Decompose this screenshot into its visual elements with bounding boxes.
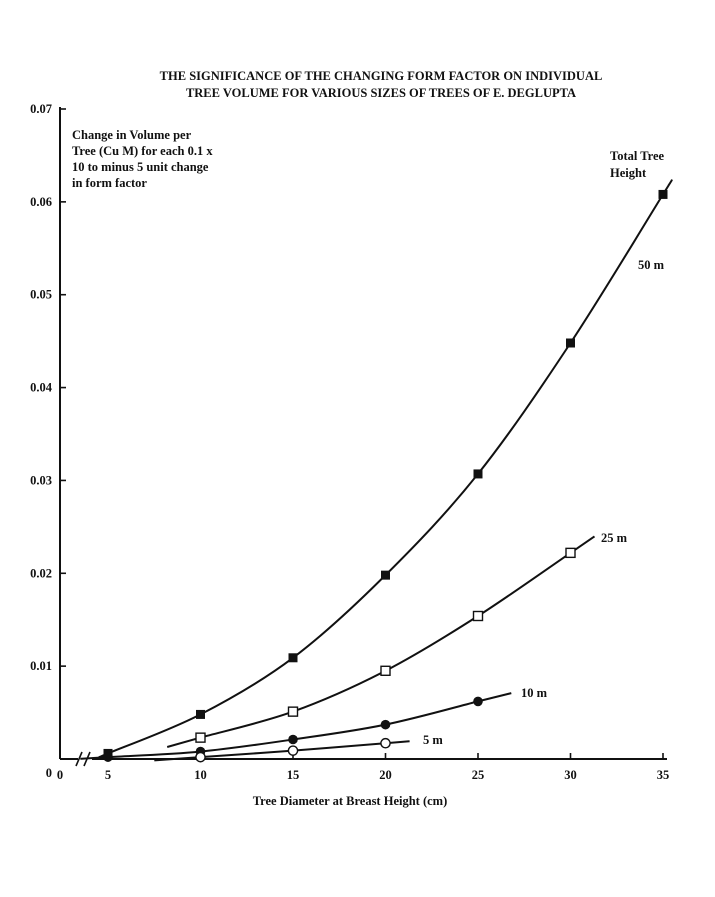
y-origin-label: 0 — [46, 766, 52, 780]
y-tick-label: 0.07 — [30, 102, 52, 116]
data-point-10m — [103, 752, 113, 762]
x-tick-label: 15 — [287, 768, 300, 782]
y-axis-label-line-4: in form factor — [72, 176, 147, 190]
series-label-10m: 10 m — [521, 686, 548, 700]
data-point-5m — [287, 745, 299, 756]
x-axis-break-mark-1 — [75, 751, 83, 767]
series-5m: 5 m — [154, 733, 443, 763]
data-point-10m — [288, 734, 298, 745]
legend-title-line-1: Total Tree — [610, 149, 665, 163]
chart-title-line-1: THE SIGNIFICANCE OF THE CHANGING FORM FA… — [160, 69, 603, 83]
data-point-50m — [381, 570, 390, 580]
data-point-50m — [566, 338, 575, 348]
x-tick-label: 30 — [564, 768, 577, 782]
x-tick-label: 20 — [379, 768, 392, 782]
y-tick-label: 0.02 — [30, 566, 52, 580]
data-point-50m — [288, 653, 298, 663]
data-point-5m — [195, 751, 206, 763]
series-label-50m: 50 m — [638, 258, 665, 272]
y-axis-label-line-2: Tree (Cu M) for each 0.1 x — [72, 144, 213, 158]
legend-title-line-2: Height — [610, 166, 647, 180]
y-axis-label-line-3: 10 to minus 5 unit change — [72, 160, 209, 174]
series-label-5m: 5 m — [423, 733, 443, 747]
series-group: 50 m 25 m 10 m 5 m — [80, 179, 673, 763]
series-line-50m — [98, 179, 673, 759]
chart-title-line-2: TREE VOLUME FOR VARIOUS SIZES OF TREES O… — [186, 86, 576, 100]
tick-labels: 0.01 0.02 0.03 0.04 0.05 0.06 0.07 5 10 15 20 25 30 3… — [30, 102, 669, 782]
data-point-50m — [658, 189, 668, 199]
y-axis-label-line-1: Change in Volume per — [72, 128, 192, 142]
series-10m: 10 m — [80, 686, 548, 762]
data-point-25m — [195, 732, 206, 743]
series-line-25m — [166, 535, 596, 748]
data-point-10m — [380, 719, 391, 730]
x-tick-label: 5 — [105, 768, 111, 782]
data-point-25m — [565, 547, 576, 559]
series-25m: 25 m — [166, 531, 628, 748]
data-point-50m — [473, 469, 483, 479]
data-point-25m — [472, 610, 484, 622]
data-point-50m — [196, 709, 205, 719]
x-origin-label: 0 — [57, 768, 63, 782]
axes — [59, 107, 667, 767]
y-tick-label: 0.04 — [30, 381, 53, 395]
y-tick-label: 0.05 — [30, 288, 52, 302]
x-tick-label: 35 — [657, 768, 670, 782]
data-point-25m — [287, 706, 299, 717]
data-point-5m — [380, 737, 391, 749]
data-point-10m — [473, 696, 483, 707]
y-tick-label: 0.03 — [30, 473, 52, 487]
x-tick-label: 25 — [472, 768, 485, 782]
series-line-5m — [154, 740, 410, 762]
x-axis-label: Tree Diameter at Breast Height (cm) — [253, 794, 448, 808]
y-tick-label: 0.01 — [30, 659, 52, 673]
series-label-25m: 25 m — [601, 531, 628, 545]
y-tick-label: 0.06 — [30, 195, 52, 209]
data-point-25m — [380, 665, 391, 676]
x-tick-label: 10 — [194, 768, 207, 782]
